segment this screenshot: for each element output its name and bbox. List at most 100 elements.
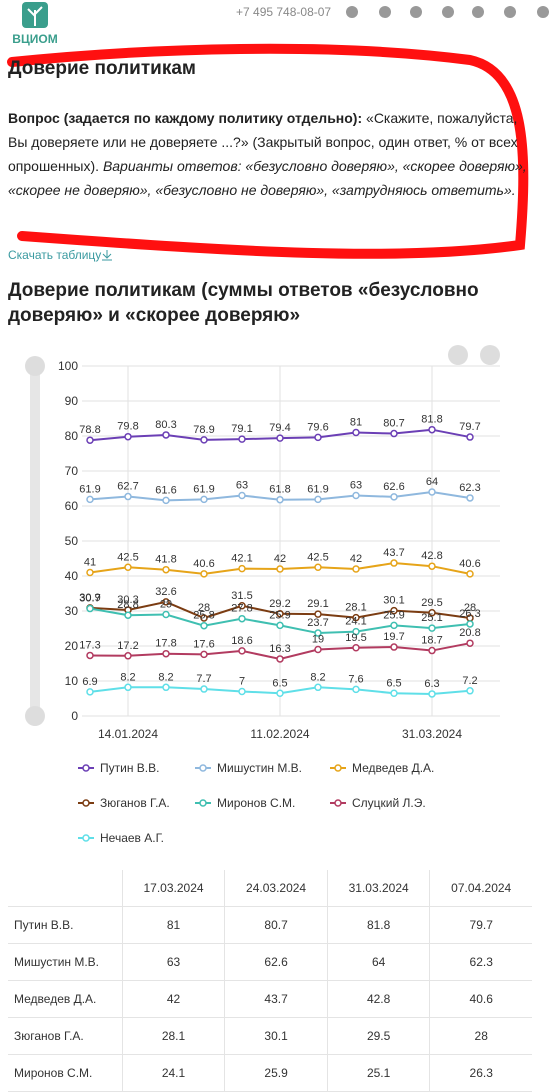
question-options: Варианты ответов: «безусловно доверяю», …	[8, 158, 527, 198]
data-label: 8.2	[310, 671, 325, 683]
table-cell: 81	[121, 906, 225, 944]
data-point	[162, 610, 170, 619]
table-cell: Путин В.В.	[8, 906, 123, 944]
data-label: 79.1	[231, 423, 252, 435]
data-label: 30.7	[79, 593, 100, 605]
y-tick-label: 30	[65, 604, 79, 618]
legend-label: Миронов С.М.	[217, 796, 295, 810]
data-point	[200, 685, 208, 693]
data-label: 18.7	[421, 635, 442, 647]
table-cell: 28.1	[121, 1017, 225, 1055]
data-point	[352, 627, 360, 636]
table-cell: 43.7	[224, 980, 328, 1018]
data-label: 28.1	[345, 602, 366, 614]
data-label: 80.3	[155, 419, 176, 431]
data-label: 25.1	[421, 612, 442, 624]
data-label: 64	[426, 476, 438, 488]
data-point	[200, 614, 208, 622]
data-point	[390, 559, 398, 567]
table-row: Миронов С.М. 24.1 25.9 25.1 26.3	[8, 1054, 532, 1092]
table-cell: 42.8	[326, 980, 430, 1018]
data-label: 6.5	[386, 677, 401, 689]
y-tick-label: 20	[65, 639, 79, 653]
data-point	[162, 683, 170, 692]
table-header: 17.03.2024 24.03.2024 31.03.2024 07.04.2024	[8, 870, 532, 907]
data-point	[200, 650, 208, 659]
data-label: 29.1	[307, 598, 328, 610]
data-point	[314, 433, 322, 442]
data-point	[124, 683, 132, 692]
header-cell: 24.03.2024	[224, 870, 328, 907]
data-point	[428, 646, 436, 655]
table-row: Медведев Д.А. 42 43.7 42.8 40.6	[8, 980, 532, 1018]
logo: ВЦИОМ	[12, 2, 58, 46]
data-label: 27.8	[231, 603, 252, 615]
download-link[interactable]: Скачать таблицу	[8, 248, 102, 262]
table-cell: 62.3	[429, 943, 532, 981]
data-point	[390, 493, 398, 501]
data-label: 78.8	[79, 424, 100, 436]
data-label: 80.7	[383, 418, 404, 430]
data-point	[352, 428, 360, 437]
data-label: 19.5	[345, 632, 366, 644]
data-label: 17.3	[79, 639, 100, 651]
data-point	[238, 564, 246, 573]
y-tick-label: 90	[65, 394, 79, 408]
data-label: 79.4	[269, 422, 290, 434]
data-label: 29.5	[421, 597, 442, 609]
legend-marker	[334, 799, 342, 807]
table-cell: 81.8	[326, 906, 430, 944]
data-point	[466, 570, 474, 578]
slider-handle[interactable]	[480, 345, 500, 365]
legend-marker	[334, 764, 342, 772]
data-label: 79.6	[307, 421, 328, 433]
slider-handle[interactable]	[25, 706, 45, 726]
table-cell: 64	[326, 943, 430, 981]
data-point	[200, 570, 208, 578]
slider-handle[interactable]	[25, 356, 45, 376]
data-label: 42	[350, 553, 362, 565]
data-point	[352, 685, 360, 694]
data-label: 17.2	[117, 640, 138, 652]
data-label: 42.8	[421, 550, 442, 562]
y-tick-label: 10	[65, 674, 79, 688]
legend-marker	[82, 799, 90, 807]
data-point	[466, 494, 474, 502]
data-label: 28	[198, 602, 210, 614]
y-tick-label: 40	[65, 569, 79, 583]
data-label: 42.5	[307, 551, 328, 563]
data-label: 62.3	[459, 482, 480, 494]
logo-text: ВЦИОМ	[12, 32, 57, 46]
slider-handle[interactable]	[448, 345, 468, 365]
data-label: 61.6	[155, 484, 176, 496]
data-point	[466, 687, 474, 695]
data-point	[314, 629, 322, 637]
data-label: 19	[312, 634, 324, 646]
download-icon	[102, 250, 112, 261]
data-point	[238, 491, 246, 500]
question-label: Вопрос (задается по каждому политику отд…	[8, 110, 363, 126]
table-cell: 62.6	[224, 943, 328, 981]
data-label: 6.9	[82, 676, 97, 688]
data-point	[276, 495, 284, 504]
data-point	[238, 687, 246, 696]
data-label: 62.6	[383, 481, 404, 493]
header-cell	[8, 870, 123, 907]
data-point	[466, 433, 474, 441]
data-label: 24.1	[345, 616, 366, 628]
data-point	[124, 563, 132, 571]
data-label: 79.8	[117, 421, 138, 433]
data-label: 16.3	[269, 643, 290, 655]
data-label: 25.9	[383, 609, 404, 621]
legend-label: Мишустин М.В.	[217, 761, 302, 775]
legend-marker	[82, 834, 90, 842]
data-label: 25.9	[269, 609, 290, 621]
data-point	[352, 491, 360, 500]
data-label: 18.6	[231, 635, 252, 647]
social-icons	[346, 6, 549, 18]
table-cell: 79.7	[429, 906, 532, 944]
table-cell: 24.1	[121, 1054, 225, 1092]
data-point	[276, 621, 284, 630]
y-tick-label: 70	[65, 464, 79, 478]
data-label: 19.7	[383, 631, 404, 643]
